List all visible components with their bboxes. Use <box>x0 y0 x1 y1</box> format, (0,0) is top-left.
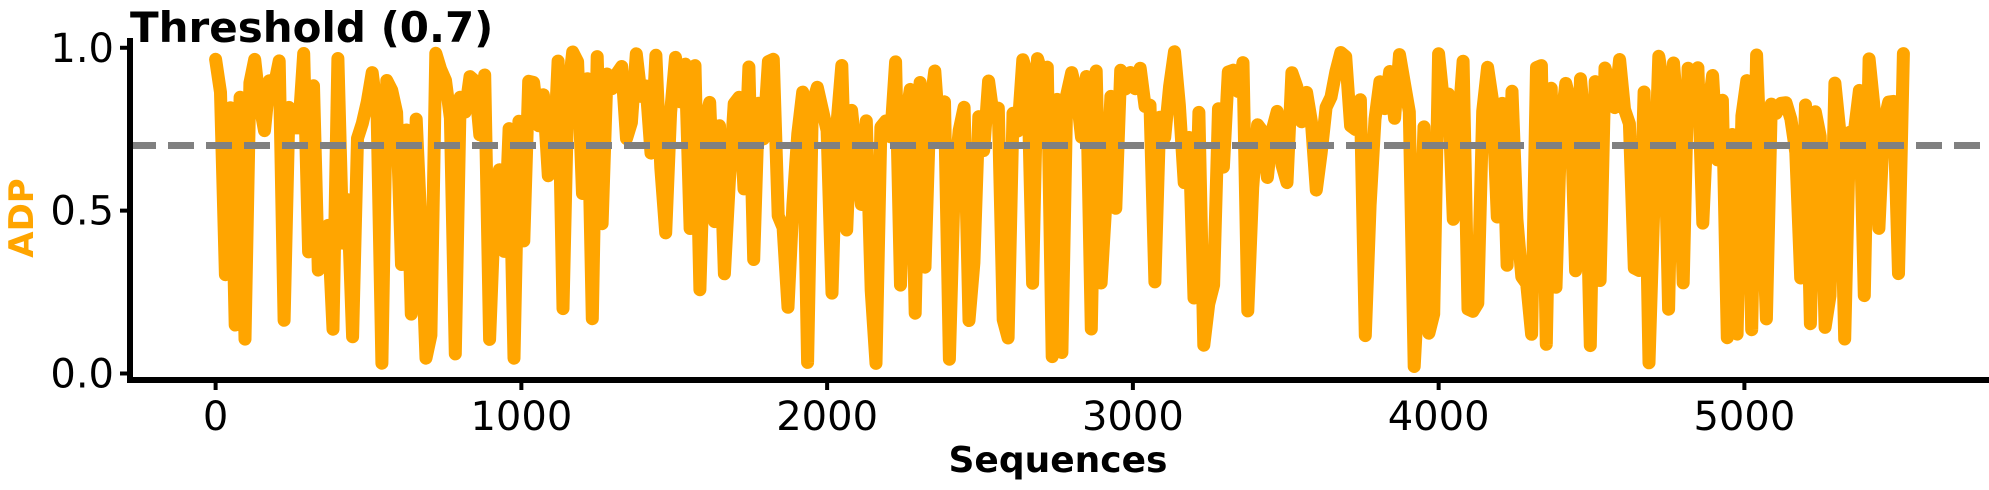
x-tick-label: 5000 <box>1693 394 1795 440</box>
x-tick-label: 1000 <box>470 394 572 440</box>
chart-title: Threshold (0.7) <box>130 3 493 52</box>
x-tick-label: 0 <box>203 394 228 440</box>
x-axis-label: Sequences <box>949 440 1168 481</box>
y-axis-ticks: 0.0 0.5 1.0 <box>50 26 130 397</box>
y-tick-label: 1.0 <box>50 26 114 72</box>
y-tick-label: 0.0 <box>50 351 114 397</box>
y-tick-label: 0.5 <box>50 189 114 235</box>
x-axis-ticks: 0 1000 2000 3000 4000 5000 <box>203 380 1795 440</box>
x-tick-label: 3000 <box>1082 394 1184 440</box>
x-tick-label: 2000 <box>776 394 878 440</box>
x-tick-label: 4000 <box>1388 394 1490 440</box>
adp-series-line <box>209 45 1910 373</box>
series-layer <box>209 45 1910 373</box>
y-axis-label: ADP <box>2 178 42 257</box>
